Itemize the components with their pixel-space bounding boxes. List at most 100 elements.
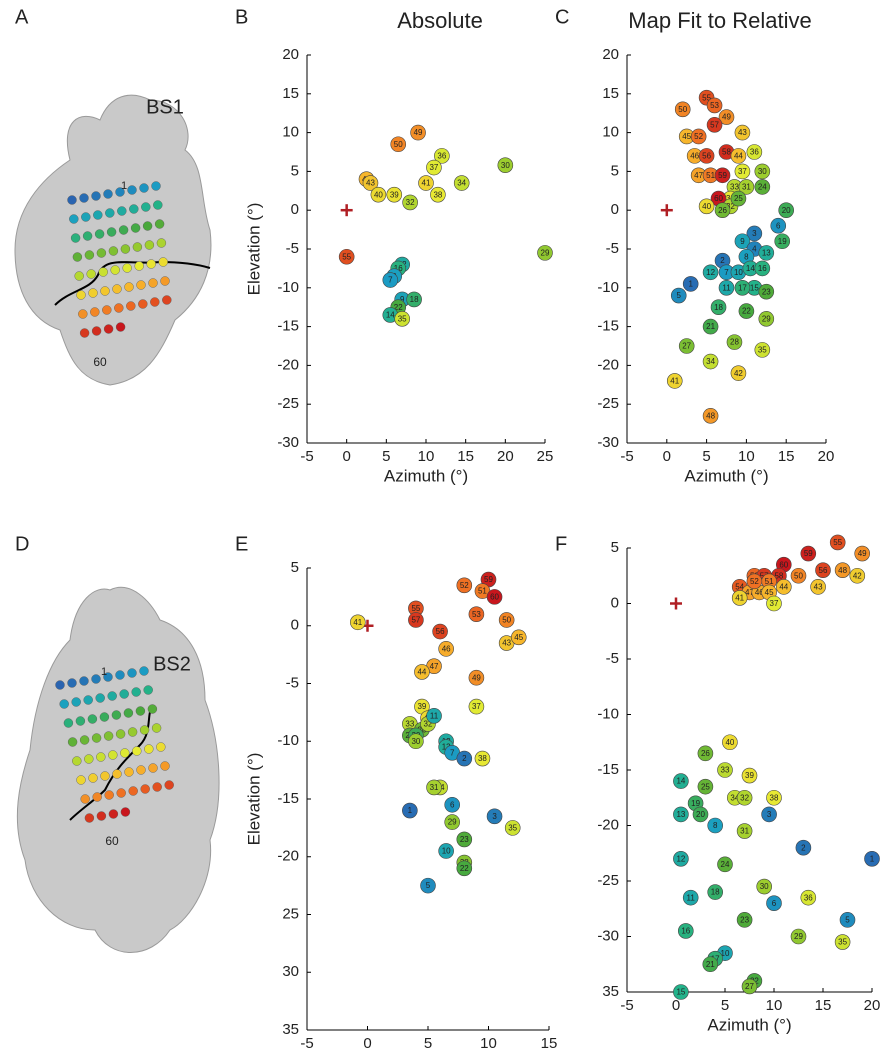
x-tick-label: 15	[778, 448, 795, 465]
panel-label: A	[15, 6, 29, 28]
electrode-point	[734, 233, 751, 250]
electrode	[84, 813, 95, 823]
point-label: 12	[706, 268, 715, 277]
electrode	[115, 322, 126, 332]
x-tick-label: 0	[363, 1035, 371, 1050]
point-label: 40	[374, 190, 383, 199]
x-tick-label: -5	[300, 1035, 313, 1050]
point-label: 29	[448, 818, 457, 827]
point-label: 1	[408, 806, 413, 815]
point-label: 60	[714, 194, 723, 203]
electrode	[88, 773, 98, 783]
electrode	[154, 219, 165, 229]
x-tick-label: 5	[721, 997, 729, 1014]
electrode	[146, 259, 156, 269]
electrode-point	[697, 778, 714, 795]
electrode	[136, 280, 146, 290]
electrode	[160, 276, 170, 286]
electrode-point	[734, 279, 751, 296]
fixation-cross	[670, 597, 682, 610]
point-label: 14	[676, 777, 685, 786]
y-tick-label: -10	[597, 705, 619, 722]
electrode-point	[736, 823, 753, 839]
electrode	[114, 303, 124, 313]
electrode	[156, 238, 167, 248]
electrode	[162, 295, 172, 305]
point-label: 19	[691, 799, 700, 808]
y-tick-label: -20	[597, 816, 619, 833]
electrode-point	[864, 850, 880, 867]
brain-d	[16, 586, 220, 953]
electrode	[75, 716, 86, 726]
electrode	[110, 265, 120, 275]
electrode-point	[406, 291, 422, 308]
electrode	[124, 767, 134, 777]
point-label: 10	[442, 847, 451, 856]
point-label: 26	[417, 725, 426, 734]
electrode-point	[386, 186, 403, 203]
electrode-point	[438, 843, 454, 859]
electrode-point	[722, 734, 738, 751]
electrode	[132, 242, 143, 252]
electrode-point	[770, 217, 787, 234]
electrode-point	[468, 606, 485, 623]
electrode	[108, 809, 119, 819]
point-label: 54	[735, 582, 744, 591]
point-label: 28	[730, 338, 739, 347]
electrode-point	[707, 884, 724, 900]
x-tick-label: 0	[342, 448, 350, 465]
electrode	[119, 689, 129, 699]
electrode-point	[402, 802, 418, 819]
electrode-point	[370, 186, 387, 203]
point-label: 50	[678, 105, 687, 114]
fixation-cross	[660, 204, 673, 217]
electrode	[103, 189, 113, 199]
electrode-point	[702, 318, 719, 335]
electrode	[139, 725, 150, 735]
electrode	[103, 672, 113, 682]
point-label: 42	[853, 571, 862, 580]
electrode-point	[444, 814, 461, 830]
point-label: 49	[722, 113, 731, 122]
y-tick-label: -25	[277, 395, 299, 412]
electrode-point	[738, 303, 755, 319]
electrode	[124, 282, 134, 292]
point-label: 53	[472, 610, 481, 619]
electrode	[76, 775, 86, 785]
electrode	[120, 807, 131, 817]
point-label: 7	[388, 276, 393, 285]
electrode-point	[510, 629, 527, 646]
electrode-point	[718, 279, 735, 296]
electrode-point	[382, 272, 399, 288]
y-tick-label: -20	[597, 356, 619, 373]
point-label: 16	[681, 927, 690, 936]
electrode	[72, 252, 83, 262]
electrode	[84, 250, 95, 260]
point-label: 22	[460, 864, 469, 873]
point-label: 35	[838, 938, 847, 947]
point-label: 9	[400, 295, 405, 304]
electrode-point	[456, 860, 473, 877]
point-label: 37	[738, 167, 747, 176]
point-label: 29	[541, 248, 550, 257]
panel-label: B	[235, 6, 248, 28]
electrode-point	[418, 175, 434, 191]
electrode-point	[730, 365, 747, 381]
y-tick-label: 25	[282, 905, 299, 922]
electrode-point	[834, 562, 851, 579]
electrode-point	[775, 579, 792, 595]
y-tick-label: 30	[282, 963, 299, 980]
electrode	[143, 685, 153, 695]
electrode	[88, 288, 98, 298]
x-axis-label: Azimuth (°)	[384, 466, 468, 485]
point-label: 51	[706, 171, 715, 180]
point-label: 52	[694, 132, 703, 141]
electrode	[147, 704, 158, 714]
x-tick-label: 20	[818, 448, 835, 465]
electrode-point	[736, 912, 753, 928]
electrode	[84, 754, 94, 764]
point-label: 13	[442, 743, 451, 752]
electrode-point	[790, 928, 807, 945]
point-label: 22	[742, 307, 751, 316]
electrode-point	[778, 202, 795, 218]
